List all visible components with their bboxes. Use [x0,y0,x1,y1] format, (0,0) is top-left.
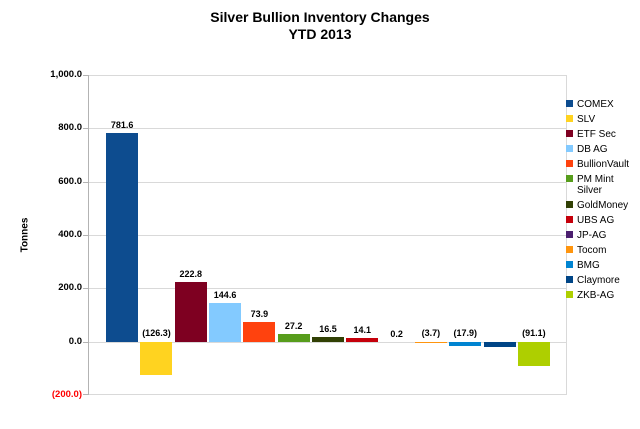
legend-label-zkb-ag: ZKB-AG [577,290,615,301]
y-axis-tickmark [83,288,88,290]
legend-item-ubs-ag: UBS AG [566,215,637,226]
bar-value-label-pm-mint-silver: 27.2 [284,321,303,332]
chart-title-line1: Silver Bullion Inventory Changes [210,9,430,25]
bar-bmg [449,341,482,347]
plot-area: 781.6 (126.3) 222.8 144.6 73.9 27.2 16.5 14.1 0.… [83,75,567,395]
y-axis-tickmark [83,235,88,236]
legend-swatch-db-ag [566,145,573,152]
legend-label-pm-mint-silver: PM Mint Silver [577,174,614,196]
legend-label-claymore: Claymore [577,275,620,286]
legend-item-comex: COMEX [566,99,637,110]
bar-value-label-tocom: (3.7) [421,327,441,338]
legend-label-ubs-ag: UBS AG [577,215,615,226]
legend-label-tocom: Tocom [577,245,607,256]
bar-etf-sec [174,282,207,342]
bar-value-label-ubs-ag: 14.1 [353,324,372,335]
bar-value-label-etf-sec: 222.8 [179,269,203,280]
legend-swatch-bmg [566,261,573,268]
legend-item-slv: SLV [566,114,637,125]
legend-label-db-ag: DB AG [577,144,608,155]
bar-db-ag [209,303,242,342]
y-axis-tick-label: 400.0 [58,229,82,240]
legend-item-pm-mint-silver: PM Mint Silver [566,174,637,196]
legend-item-tocom: Tocom [566,245,637,256]
chart-title: Silver Bullion Inventory Changes YTD 201… [0,9,640,43]
bar-value-label-jp-ag: 0.2 [390,328,403,339]
bar-value-label-bullionvault: 73.9 [250,308,269,319]
y-axis-tickmark [83,181,88,183]
y-axis-tick-label: 600.0 [58,175,82,187]
bar-value-label-zkb-ag: (91.1) [522,327,546,338]
y-axis-tick-label: 0.0 [68,335,82,347]
legend-swatch-bullionvault [566,160,573,167]
legend-swatch-goldmoney [566,201,573,208]
gridline [83,181,566,183]
bar-comex [106,133,139,342]
legend-label-slv: SLV [577,114,596,125]
legend-swatch-pm-mint-silver [566,175,573,182]
bar-bullionvault [243,321,276,342]
legend-item-jp-ag: JP-AG [566,230,637,241]
legend-label-jp-ag: JP-AG [577,230,607,241]
bar-value-label-goldmoney: 16.5 [319,324,337,335]
legend-swatch-claymore [566,276,573,283]
legend-label-goldmoney: GoldMoney [577,200,629,211]
y-axis-tickmark [83,75,88,76]
legend-swatch-slv [566,115,573,122]
legend-label-bullionvault: BullionVault [577,159,630,170]
bar-claymore [483,341,516,348]
gridline [83,75,566,76]
legend-item-goldmoney: GoldMoney [566,200,637,211]
bar-tocom [414,341,447,343]
bar-zkb-ag [517,341,550,366]
bar-slv [140,341,173,376]
bar-value-label-db-ag: 144.6 [213,290,237,301]
chart-title-line2: YTD 2013 [288,26,352,42]
legend-swatch-tocom [566,246,573,253]
gridline [83,235,566,236]
y-axis-tickmark [83,341,88,343]
legend-swatch-etf-sec [566,130,573,137]
bar-value-label-slv: (126.3) [142,327,171,338]
legend-swatch-comex [566,100,573,107]
gridline [83,288,566,290]
legend-swatch-jp-ag [566,231,573,238]
legend-swatch-zkb-ag [566,291,573,298]
bar-goldmoney [312,337,344,342]
legend-label-comex: COMEX [577,99,614,110]
legend-item-zkb-ag: ZKB-AG [566,290,637,301]
legend-item-etf-sec: ETF Sec [566,129,637,140]
y-axis-tick-label: 200.0 [58,282,82,294]
gridline [83,341,566,343]
legend-item-bullionvault: BullionVault [566,159,637,170]
legend-item-claymore: Claymore [566,275,637,286]
legend-label-etf-sec: ETF Sec [577,129,616,140]
gridline [83,128,566,130]
legend: COMEX SLV ETF Sec DB AG BullionVault PM Mint … [566,99,637,301]
bar-value-label-bmg: (17.9) [453,327,477,338]
legend-label-bmg: BMG [577,260,600,271]
bar-ubs-ag [346,337,379,342]
bar-pm-mint-silver [277,334,310,342]
legend-swatch-ubs-ag [566,216,573,223]
gridline [83,394,566,395]
legend-item-bmg: BMG [566,260,637,271]
legend-item-db-ag: DB AG [566,144,637,155]
y-axis-tick-label: 800.0 [58,122,82,134]
y-axis-tickmark [83,394,88,395]
bar-value-label-comex: 781.6 [110,120,134,131]
y-axis-tickmark [83,128,88,130]
y-axis-tick-label: 1,000.0 [50,69,82,80]
y-axis-tick-label: (200.0) [51,389,82,400]
